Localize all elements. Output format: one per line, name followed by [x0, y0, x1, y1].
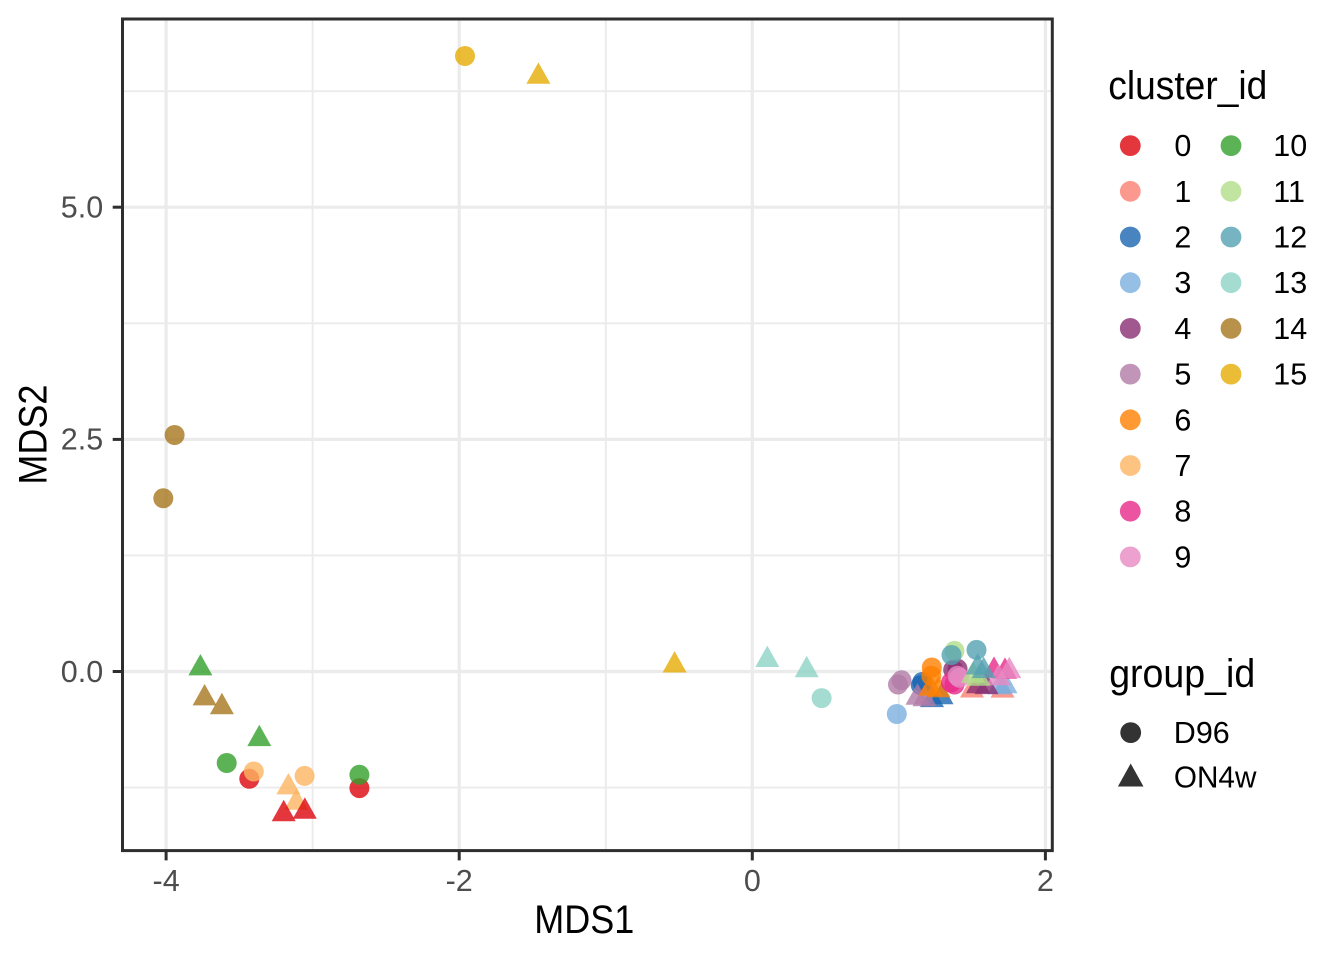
svg-text:7: 7: [1174, 449, 1191, 483]
svg-text:MDS1: MDS1: [534, 898, 634, 942]
svg-text:15: 15: [1273, 358, 1307, 392]
svg-text:3: 3: [1174, 266, 1191, 300]
svg-text:10: 10: [1273, 129, 1307, 163]
svg-text:0: 0: [744, 864, 761, 898]
svg-text:5.0: 5.0: [61, 191, 103, 225]
svg-text:-4: -4: [153, 864, 180, 898]
svg-text:0.0: 0.0: [61, 655, 103, 689]
svg-text:1: 1: [1174, 175, 1191, 209]
svg-text:-2: -2: [446, 864, 473, 898]
svg-text:6: 6: [1174, 403, 1191, 437]
svg-text:2: 2: [1037, 864, 1054, 898]
svg-text:0: 0: [1174, 129, 1191, 163]
svg-text:MDS2: MDS2: [11, 385, 55, 485]
svg-text:5: 5: [1174, 358, 1191, 392]
svg-text:4: 4: [1174, 312, 1191, 346]
svg-text:D96: D96: [1174, 716, 1230, 750]
svg-text:9: 9: [1174, 540, 1191, 574]
svg-text:11: 11: [1273, 175, 1305, 209]
svg-text:2.5: 2.5: [61, 423, 103, 457]
svg-text:13: 13: [1273, 266, 1307, 300]
svg-text:14: 14: [1273, 312, 1307, 346]
svg-text:12: 12: [1273, 221, 1307, 255]
svg-text:group_id: group_id: [1109, 652, 1255, 696]
svg-text:ON4w: ON4w: [1174, 761, 1257, 795]
svg-text:8: 8: [1174, 495, 1191, 529]
svg-text:cluster_id: cluster_id: [1108, 64, 1267, 108]
svg-text:2: 2: [1174, 221, 1191, 255]
